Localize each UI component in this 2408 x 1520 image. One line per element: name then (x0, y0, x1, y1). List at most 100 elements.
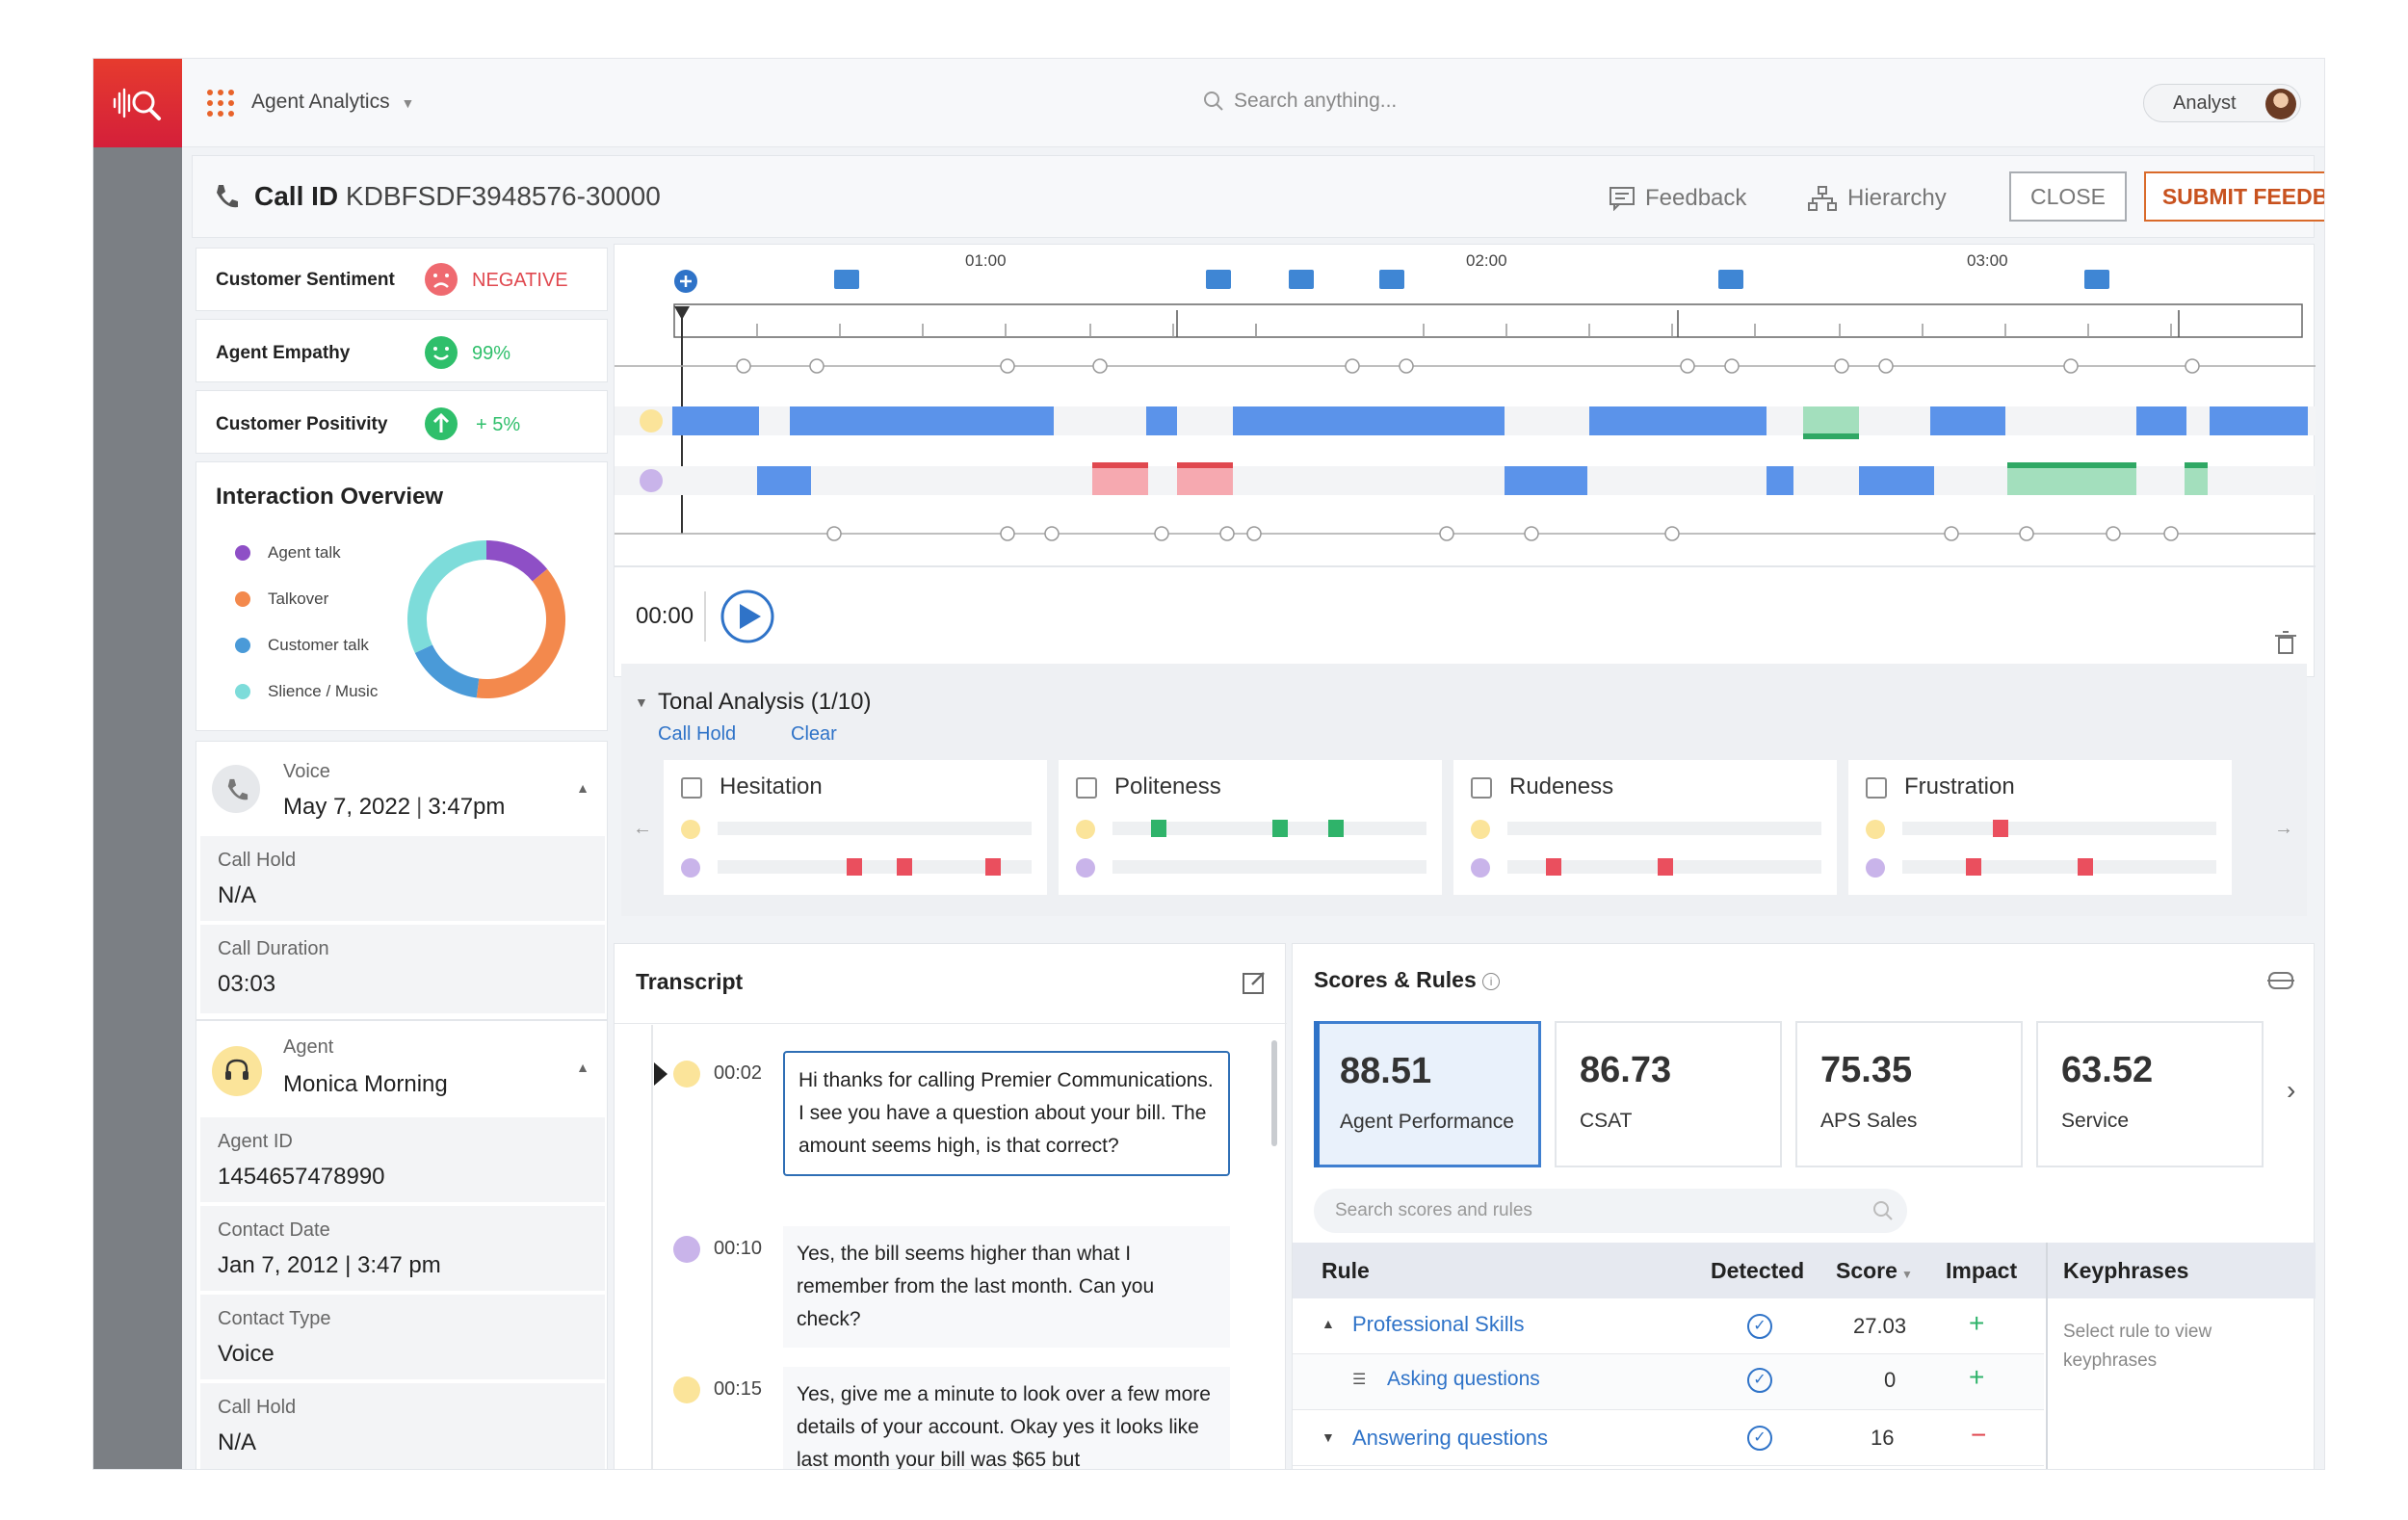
rule-row-asking-questions[interactable]: ☰ Asking questions ✓ 0 + (1293, 1354, 2044, 1410)
app-logo[interactable] (93, 59, 182, 147)
tick-label: 01:00 (965, 251, 1007, 270)
agent-section-label: Agent (283, 1036, 334, 1058)
donut-slice-2 (414, 644, 480, 698)
collapse-icon[interactable]: ▼ (635, 694, 648, 710)
collapse-icon[interactable]: ▲ (576, 1060, 589, 1075)
arrow-left-icon[interactable]: ← (633, 818, 652, 839)
headset-icon (225, 1059, 249, 1080)
call-id-title: Call ID KDBFSDF3948576-30000 (254, 181, 661, 211)
transcript-title: Transcript (636, 969, 744, 994)
collapse-icon[interactable]: ▲ (576, 780, 589, 796)
headset-icon (1471, 820, 1490, 839)
app-switcher[interactable]: Agent Analytics ▼ (251, 91, 414, 114)
score-card-aps-sales[interactable]: 75.35 APS Sales (1795, 1021, 2023, 1167)
person-icon (1866, 858, 1885, 878)
submit-feedback-button[interactable]: SUBMIT FEEDBACK (2144, 171, 2324, 222)
arrow-right-icon[interactable]: → (2274, 818, 2293, 839)
customer-track-icon (640, 469, 663, 492)
scrollbar[interactable] (1271, 1040, 1277, 1146)
detected-check-icon: ✓ (1747, 1368, 1772, 1393)
agent-call-hold: Call Hold N/A (200, 1383, 605, 1469)
scores-rules-panel: Scores & Rules i 88.51 Agent Performance … (1292, 943, 2316, 1469)
person-icon (681, 858, 700, 878)
rule-row-professional-skills[interactable]: ▲ Professional Skills ✓ 27.03 + (1293, 1298, 2044, 1354)
arrow-up-icon (425, 407, 458, 440)
comment-marker-icon (834, 270, 859, 289)
voice-datetime: May 7, 2022 | 3:47pm (283, 794, 506, 820)
clear-link[interactable]: Clear (791, 723, 837, 745)
headset-icon (673, 1061, 700, 1088)
chevron-right-icon[interactable]: › (2287, 1075, 2296, 1105)
agent-bar (1902, 822, 2216, 835)
score-card-service[interactable]: 63.52 Service (2036, 1021, 2264, 1167)
message-bubble-active[interactable]: Hi thanks for calling Premier Communicat… (783, 1051, 1230, 1176)
tone-marker (1966, 858, 1981, 876)
app-frame: Agent Analytics ▼ Search anything... Ana… (92, 58, 2325, 1470)
person-icon (1471, 858, 1490, 878)
message-time: 00:15 (714, 1378, 763, 1400)
column-keyphrases: Keyphrases (2063, 1258, 2189, 1283)
info-icon[interactable]: i (1482, 972, 1501, 990)
agent-bar (718, 822, 1032, 835)
search-icon (1873, 1201, 1893, 1220)
rule-row-answering-questions[interactable]: ▼ Answering questions ✓ 16 − (1293, 1410, 2044, 1466)
empathy-value: 99% (472, 343, 511, 364)
global-search[interactable]: Search anything... (1203, 90, 1397, 113)
positivity-value: + 5% (476, 414, 521, 435)
timeline-graphic[interactable] (615, 245, 2316, 678)
score-card-csat[interactable]: 86.73 CSAT (1555, 1021, 1782, 1167)
settings-icon[interactable] (2265, 967, 2296, 994)
scores-search[interactable]: Search scores and rules (1314, 1189, 1907, 1233)
scores-search-input[interactable]: Search scores and rules (1335, 1200, 1532, 1220)
search-input[interactable]: Search anything... (1234, 90, 1398, 112)
tonal-card-politeness[interactable]: Politeness (1059, 760, 1442, 895)
checkbox[interactable] (1471, 777, 1492, 799)
detected-check-icon: ✓ (1747, 1426, 1772, 1451)
agent-track-icon (640, 409, 663, 432)
voice-call-duration: Call Duration 03:03 (200, 925, 605, 1013)
apps-grid-icon[interactable] (207, 90, 234, 117)
comment-marker-icon (1379, 270, 1404, 289)
headset-icon (1866, 820, 1885, 839)
checkbox[interactable] (681, 777, 702, 799)
empathy-card: Agent Empathy 99% (196, 319, 608, 382)
agent-bar (1112, 822, 1426, 835)
hierarchy-button[interactable]: Hierarchy (1807, 185, 1947, 212)
message-bubble[interactable]: Yes, the bill seems higher than what I r… (783, 1226, 1230, 1348)
user-menu[interactable]: Analyst (2143, 84, 2301, 122)
person-icon (1076, 858, 1095, 878)
message-bubble[interactable]: Yes, give me a minute to look over a few… (783, 1367, 1230, 1469)
feedback-button[interactable]: Feedback (1609, 185, 1746, 212)
close-button[interactable]: CLOSE (2009, 171, 2127, 222)
rules-table-header: Rule Detected Score ▼ Impact Keyphrases (1293, 1243, 2316, 1469)
checkbox[interactable] (1866, 777, 1887, 799)
tone-marker (985, 858, 1001, 876)
edit-icon[interactable] (1241, 969, 1268, 996)
tick-label: 03:00 (1967, 251, 2008, 270)
customer-bar (1902, 860, 2216, 874)
tone-marker (847, 858, 862, 876)
score-card-agent-performance[interactable]: 88.51 Agent Performance (1314, 1021, 1541, 1167)
tonal-card-frustration[interactable]: Frustration (1848, 760, 2232, 895)
collapse-icon: ▲ (1322, 1316, 1335, 1331)
smile-face-icon (425, 336, 458, 369)
checkbox[interactable] (1076, 777, 1097, 799)
headset-icon (681, 820, 700, 839)
tonal-card-rudeness[interactable]: Rudeness (1453, 760, 1837, 895)
interaction-overview-title: Interaction Overview (216, 484, 444, 510)
customer-bar (1112, 860, 1426, 874)
agent-card: Agent Monica Morning ▲ Agent ID 145465747… (196, 1020, 608, 1469)
column-score[interactable]: Score ▼ (1836, 1258, 1913, 1283)
empathy-label: Agent Empathy (216, 343, 351, 363)
tonal-analysis-panel: ▼ Tonal Analysis (1/10) Call Hold Clear … (621, 664, 2307, 916)
agent-avatar (212, 1046, 262, 1096)
phone-icon (217, 185, 238, 208)
call-hold-link[interactable]: Call Hold (658, 723, 737, 745)
customer-bar (718, 860, 1032, 874)
tonal-card-hesitation[interactable]: Hesitation (664, 760, 1047, 895)
tone-marker (897, 858, 912, 876)
avatar[interactable] (2265, 89, 2296, 119)
impact-positive: + (1969, 1308, 1985, 1338)
agent-name: Monica Morning (283, 1071, 448, 1097)
legend-dot (235, 545, 250, 561)
